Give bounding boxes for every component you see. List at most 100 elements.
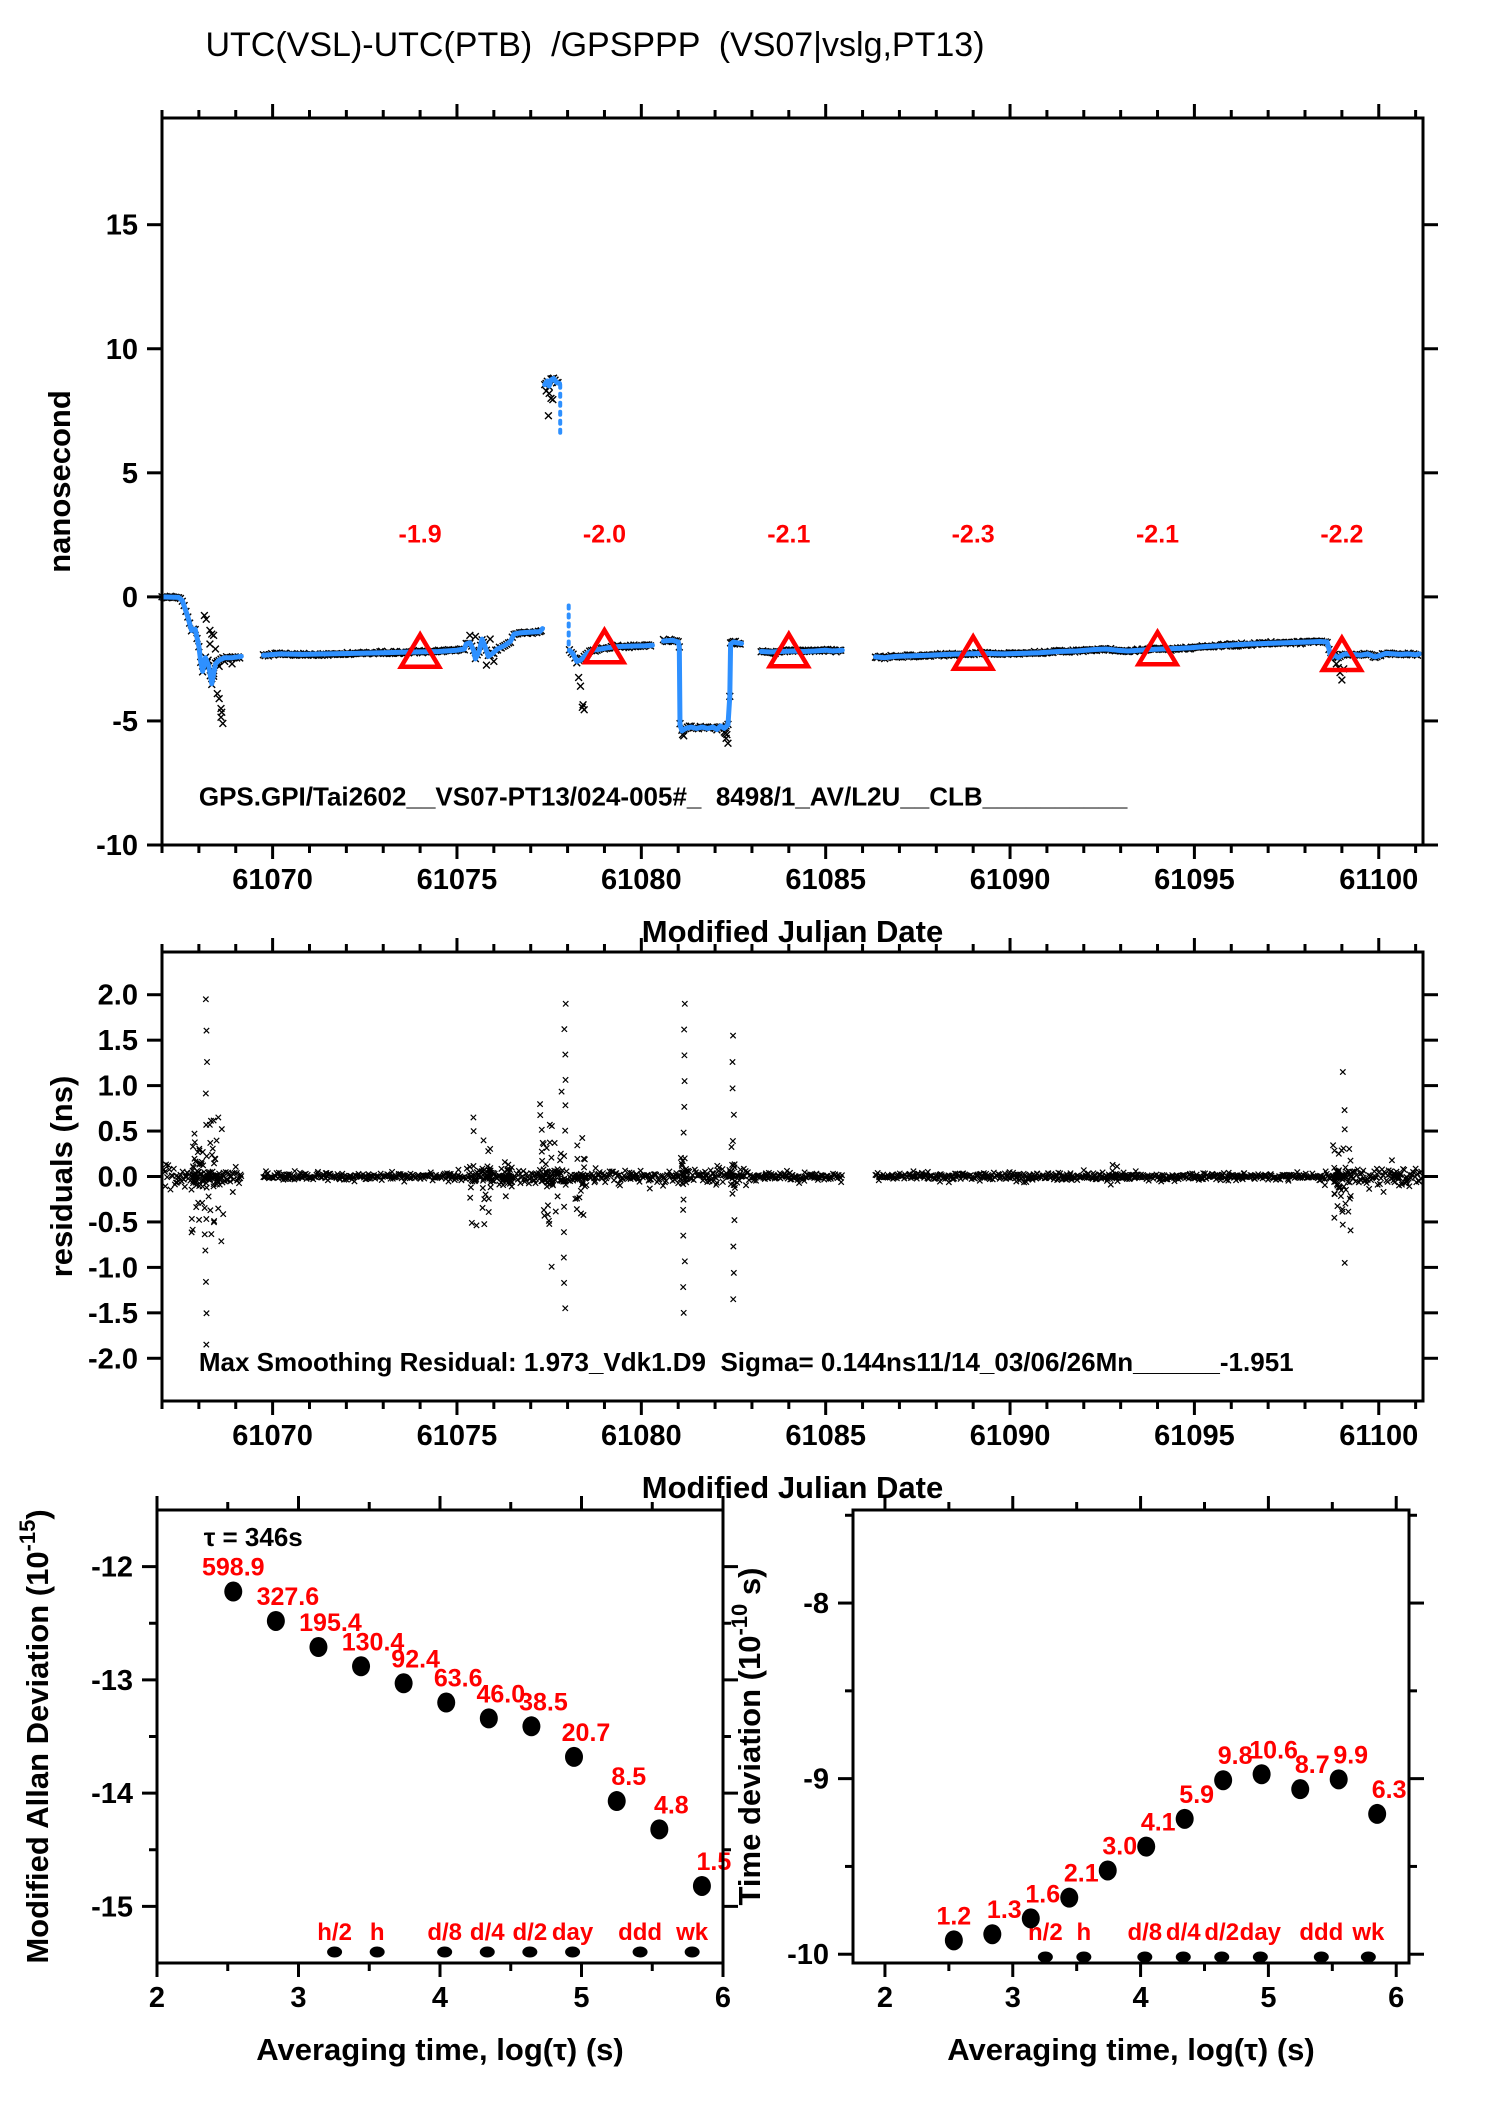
- x-tick-label: 6: [715, 1982, 731, 2014]
- series-x-markers: [157, 374, 1422, 748]
- y-tick-label: -15: [91, 1891, 133, 1923]
- outlier-marker: [482, 661, 491, 670]
- residual-point: [560, 1254, 568, 1261]
- residual-point: [548, 1122, 556, 1130]
- tau-label: h/2: [317, 1919, 352, 1946]
- annotation: GPS.GPI/Tai2602__VS07-PT13/024-005#_ 849…: [199, 781, 1128, 811]
- outlier-marker: [576, 682, 585, 691]
- residual-point: [680, 1129, 687, 1136]
- triangle-marker: [765, 629, 812, 669]
- residual-point: [536, 1100, 544, 1108]
- plot-frame: [160, 116, 1425, 847]
- residual-point: [202, 1247, 209, 1254]
- residual-point: [235, 1179, 243, 1187]
- residual-point: [208, 1151, 216, 1159]
- x-tick-label: 2: [877, 1982, 893, 2014]
- residual-point: [616, 1182, 624, 1189]
- triangle-marker: [397, 630, 444, 669]
- y-tick-label: 2.0: [98, 980, 138, 1012]
- y-tick-label: -9: [803, 1764, 829, 1796]
- residual-point: [1347, 1227, 1354, 1234]
- residual-point: [203, 1215, 210, 1223]
- x-tick-label: 61080: [601, 1420, 682, 1452]
- residual-point: [291, 1167, 299, 1175]
- residual-point: [1109, 1161, 1116, 1169]
- residual-point: [577, 1210, 585, 1217]
- value-label: 130.4: [342, 1628, 405, 1656]
- value-label: 1.6: [1025, 1880, 1060, 1908]
- outlier-marker: [216, 713, 226, 722]
- top-plot: -1.9 -2.0 -2.1 -2.3 -2.1 -2.2 GPS.GPI/Tai2602_…: [42, 104, 1438, 949]
- y-tick-label: 15: [106, 210, 138, 242]
- residual-point: [560, 1203, 568, 1211]
- x-tick-label: 5: [1260, 1982, 1276, 2014]
- residual-point: [502, 1192, 510, 1200]
- tau-marker: [479, 1946, 495, 1958]
- data-point: [394, 1673, 413, 1694]
- residual-point: [466, 1194, 474, 1202]
- data-point: [1291, 1779, 1310, 1800]
- residual-point: [538, 1126, 546, 1134]
- residual-point: [517, 1179, 524, 1187]
- residual-point: [203, 1309, 210, 1317]
- residual-point: [729, 1085, 736, 1092]
- data-point: [1021, 1908, 1040, 1929]
- residual-point: [1113, 1163, 1121, 1170]
- residual-point: [837, 1178, 845, 1186]
- y-tick-label: -14: [91, 1778, 133, 1810]
- value-label: 1.3: [987, 1896, 1022, 1924]
- data-point: [1329, 1769, 1348, 1790]
- residual-point: [1345, 1145, 1353, 1153]
- tau-marker: [565, 1946, 581, 1958]
- triangle-value-label: -2.0: [583, 520, 626, 548]
- value-label: 195.4: [299, 1609, 362, 1637]
- residual-point: [1331, 1214, 1338, 1222]
- x-tick-label: 61070: [232, 864, 313, 896]
- residual-point: [215, 1114, 222, 1121]
- data-point: [1060, 1887, 1079, 1908]
- residual-point: [728, 1143, 735, 1151]
- residual-point: [729, 1295, 737, 1303]
- tau-marker: [1076, 1951, 1092, 1963]
- annotation: Max Smoothing Residual: 1.973_Vdk1.D9 Si…: [199, 1347, 1294, 1377]
- residual-point: [729, 1032, 737, 1039]
- tau-marker: [327, 1946, 343, 1958]
- value-label: 5.9: [1179, 1781, 1214, 1809]
- residual-point: [202, 995, 210, 1003]
- residual-point: [1339, 1221, 1347, 1228]
- axis-ticks: [147, 938, 1438, 1415]
- residual-point: [480, 1220, 488, 1228]
- tau-marker: [369, 1946, 385, 1958]
- residual-point: [574, 1155, 581, 1163]
- triangle-value-label: -1.9: [399, 520, 442, 548]
- residual-point: [470, 1114, 477, 1121]
- data-point: [309, 1637, 328, 1658]
- residual-point: [501, 1158, 509, 1166]
- residual-point: [1341, 1106, 1348, 1114]
- residual-point: [218, 1237, 225, 1245]
- residual-point: [1388, 1156, 1396, 1164]
- y-axis-title: nanosecond: [42, 390, 77, 573]
- outlier-marker: [218, 719, 227, 728]
- residual-point: [1339, 1068, 1347, 1076]
- residual-point: [731, 1216, 738, 1224]
- residual-point: [479, 1204, 486, 1212]
- residual-point: [558, 1088, 565, 1095]
- residual-point: [482, 1191, 489, 1198]
- x-axis-title: Modified Julian Date: [642, 1470, 943, 1505]
- value-label: 1.2: [936, 1902, 971, 1930]
- residual-point: [198, 1199, 206, 1207]
- tau-label: wk: [1351, 1919, 1385, 1946]
- data-point: [479, 1708, 498, 1729]
- residual-point: [560, 1152, 568, 1160]
- residual-point: [203, 1152, 210, 1160]
- y-tick-label: -5: [112, 706, 138, 738]
- residual-point: [202, 1278, 210, 1286]
- tau-label: d/2: [1204, 1919, 1239, 1946]
- residual-point: [680, 1196, 687, 1203]
- residual-point: [680, 1026, 688, 1033]
- value-label: 2.1: [1064, 1860, 1099, 1888]
- data-point: [650, 1819, 669, 1840]
- residual-point: [208, 1230, 215, 1238]
